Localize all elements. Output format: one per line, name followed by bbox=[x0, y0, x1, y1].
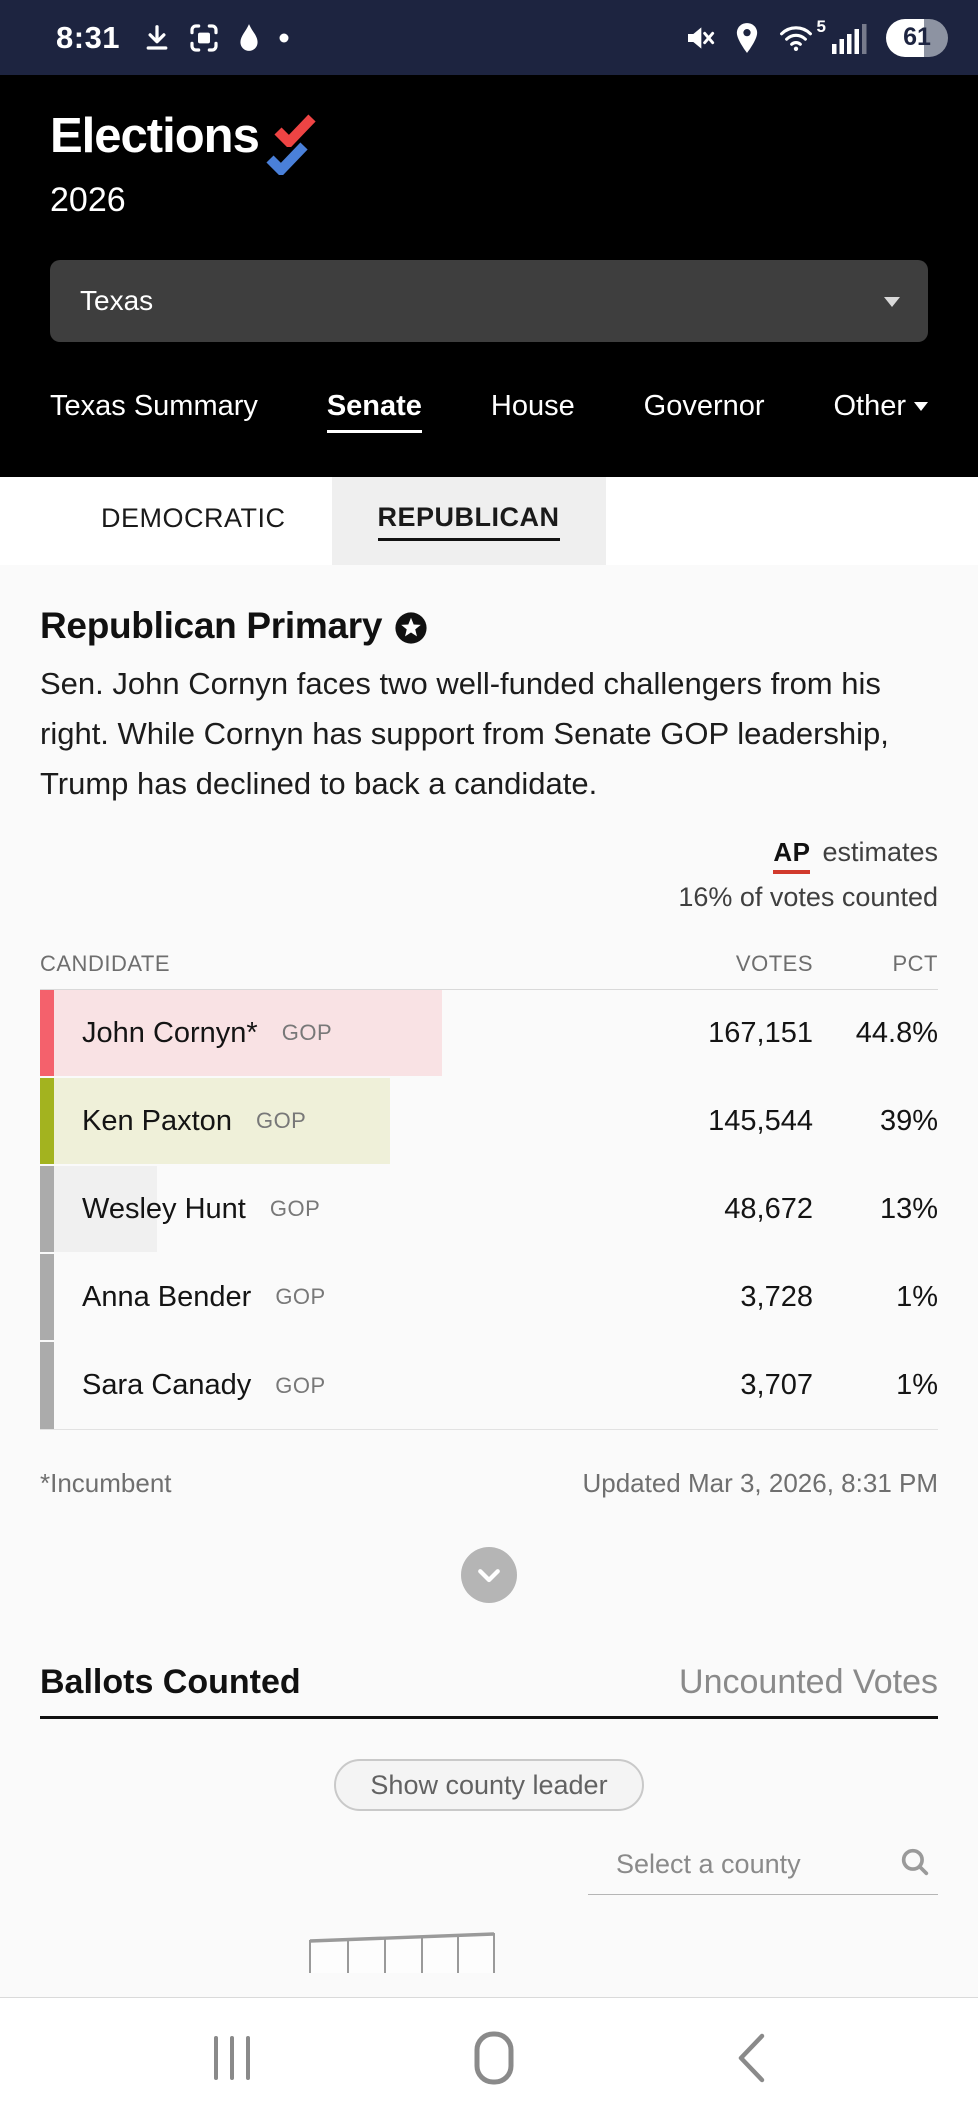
expand-results-button[interactable] bbox=[461, 1547, 517, 1603]
app-header: Elections 2026 Texas Texas Summary Senat… bbox=[0, 75, 978, 477]
vote-share-bar bbox=[40, 1078, 391, 1164]
updated-timestamp: Updated Mar 3, 2026, 8:31 PM bbox=[582, 1468, 938, 1498]
results-table: CANDIDATE VOTES PCT John Cornyn* GOP 167… bbox=[40, 951, 938, 1499]
android-nav-bar bbox=[0, 1997, 978, 2120]
candidate-pct: 13% bbox=[879, 1192, 938, 1225]
state-selector[interactable]: Texas bbox=[50, 260, 928, 342]
tab-ballots-counted[interactable]: Ballots Counted bbox=[40, 1663, 301, 1701]
home-icon bbox=[474, 2031, 514, 2084]
candidate-row[interactable]: Wesley Hunt GOP 48,672 13% bbox=[40, 1166, 938, 1254]
race-description: Sen. John Cornyn faces two well-funded c… bbox=[40, 666, 889, 801]
signal-icon bbox=[832, 22, 868, 54]
candidate-party: GOP bbox=[255, 1108, 307, 1133]
candidate-row[interactable]: John Cornyn* GOP 167,151 44.8% bbox=[40, 990, 938, 1078]
candidate-votes: 48,672 bbox=[724, 1192, 813, 1225]
notification-dot-icon bbox=[278, 32, 290, 44]
votes-counted-label: 16% of votes counted bbox=[678, 882, 938, 912]
recents-button[interactable] bbox=[200, 2024, 264, 2095]
candidate-votes: 145,544 bbox=[708, 1104, 813, 1137]
candidate-pct: 1% bbox=[896, 1280, 938, 1313]
tab-uncounted-votes[interactable]: Uncounted Votes bbox=[679, 1663, 938, 1701]
candidate-name: Ken Paxton bbox=[82, 1104, 232, 1137]
star-circle-icon bbox=[394, 611, 428, 645]
battery-indicator: 61 bbox=[886, 18, 948, 57]
candidate-party: GOP bbox=[275, 1284, 326, 1309]
candidate-party: GOP bbox=[281, 1020, 333, 1045]
logo-wordmark: Elections bbox=[50, 109, 260, 163]
candidate-pct: 1% bbox=[896, 1369, 938, 1401]
candidate-color-bar bbox=[40, 1342, 54, 1429]
candidate-name: Wesley Hunt bbox=[82, 1192, 246, 1225]
vote-share-bar bbox=[40, 1166, 157, 1252]
clock: 8:31 bbox=[56, 19, 121, 55]
status-bar: 8:31 5 bbox=[0, 0, 978, 75]
candidate-pct: 44.8% bbox=[855, 1016, 938, 1049]
chevron-down-icon bbox=[884, 297, 900, 307]
candidate-name: Sara Canady bbox=[82, 1369, 252, 1401]
race-title: Republican Primary bbox=[40, 605, 383, 646]
state-selector-value: Texas bbox=[80, 285, 154, 316]
candidate-party: GOP bbox=[275, 1372, 326, 1398]
party-tab-bar: DEMOCRATIC REPUBLICAN bbox=[0, 477, 978, 565]
candidate-votes: 3,707 bbox=[740, 1369, 813, 1401]
candidate-votes: 3,728 bbox=[740, 1280, 813, 1313]
water-drop-icon bbox=[236, 23, 262, 53]
elections-logo: Elections bbox=[50, 109, 928, 179]
candidate-color-bar bbox=[40, 1078, 54, 1164]
party-tab-republican[interactable]: REPUBLICAN bbox=[331, 477, 606, 565]
incumbent-footnote: *Incumbent bbox=[40, 1468, 172, 1498]
search-icon bbox=[898, 1845, 932, 1884]
candidate-row[interactable]: Ken Paxton GOP 145,544 39% bbox=[40, 1078, 938, 1166]
candidate-color-bar bbox=[40, 990, 54, 1076]
back-icon bbox=[738, 2033, 765, 2082]
nav-governor[interactable]: Governor bbox=[643, 390, 765, 422]
col-pct: PCT bbox=[892, 951, 938, 976]
nav-other[interactable]: Other bbox=[833, 390, 928, 430]
candidate-name: John Cornyn* bbox=[82, 1016, 258, 1049]
checkmarks-icon bbox=[265, 113, 317, 179]
screen-capture-icon bbox=[188, 22, 220, 54]
candidate-row[interactable]: Sara Canady GOP 3,707 1% bbox=[40, 1342, 938, 1430]
race-nav: Texas Summary Senate House Governor Othe… bbox=[50, 390, 928, 433]
mute-icon bbox=[684, 22, 716, 54]
results-header: CANDIDATE VOTES PCT bbox=[40, 951, 938, 989]
map-view-tabs: Ballots Counted Uncounted Votes bbox=[40, 1663, 938, 1719]
vote-share-bar bbox=[40, 990, 443, 1076]
candidate-row[interactable]: Anna Bender GOP 3,728 1% bbox=[40, 1254, 938, 1342]
show-county-leader-button[interactable]: Show county leader bbox=[334, 1759, 644, 1811]
chevron-down-icon bbox=[914, 402, 928, 411]
county-search bbox=[588, 1841, 938, 1895]
download-icon bbox=[142, 23, 172, 53]
location-icon bbox=[734, 22, 760, 54]
county-search-input[interactable] bbox=[588, 1841, 938, 1895]
col-candidate: CANDIDATE bbox=[40, 951, 170, 976]
estimates-label: estimates bbox=[822, 837, 938, 867]
main-content: Republican Primary Sen. John Cornyn face… bbox=[0, 605, 978, 1973]
candidate-color-bar bbox=[40, 1166, 54, 1252]
col-votes: VOTES bbox=[735, 951, 813, 976]
count-meta: AP estimates 16% of votes counted bbox=[40, 837, 938, 913]
wifi-gen-label: 5 bbox=[816, 16, 826, 36]
candidate-votes: 167,151 bbox=[708, 1016, 813, 1049]
candidate-pct: 39% bbox=[879, 1104, 938, 1137]
wifi-icon: 5 bbox=[778, 17, 826, 53]
chevron-down-icon bbox=[478, 1569, 500, 1583]
back-button[interactable] bbox=[724, 2021, 778, 2098]
candidate-color-bar bbox=[40, 1254, 54, 1340]
recents-icon bbox=[214, 2035, 250, 2080]
candidate-party: GOP bbox=[269, 1196, 321, 1221]
home-button[interactable] bbox=[463, 2021, 525, 2098]
texas-county-map[interactable] bbox=[308, 1929, 498, 1973]
party-tab-democratic[interactable]: DEMOCRATIC bbox=[101, 503, 286, 533]
nav-senate[interactable]: Senate bbox=[326, 390, 422, 433]
ap-logo: AP bbox=[773, 837, 811, 874]
nav-house[interactable]: House bbox=[490, 390, 575, 422]
logo-year: 2026 bbox=[50, 181, 126, 219]
candidate-name: Anna Bender bbox=[82, 1280, 252, 1313]
nav-texas-summary[interactable]: Texas Summary bbox=[50, 390, 258, 422]
results-rows: John Cornyn* GOP 167,151 44.8% Ken Paxto… bbox=[40, 989, 938, 1430]
